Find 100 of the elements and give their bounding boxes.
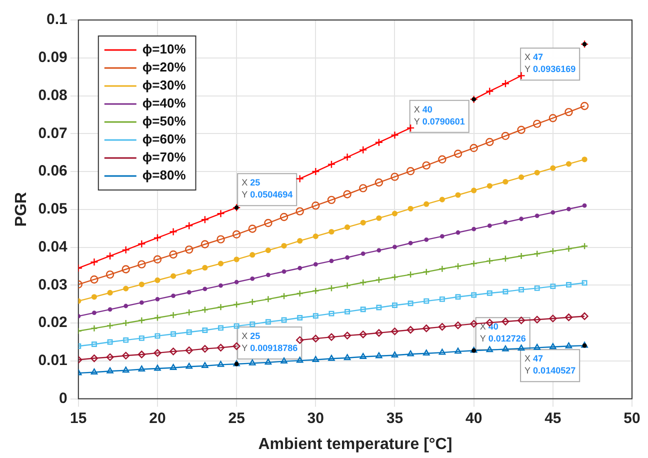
point <box>138 316 146 324</box>
point <box>186 290 192 295</box>
y-tick-label: 0.07 <box>38 124 68 142</box>
point <box>266 272 270 278</box>
point <box>360 306 366 312</box>
point <box>518 344 525 351</box>
point <box>122 319 130 327</box>
point <box>360 278 367 286</box>
x-tick-label: 45 <box>544 410 562 427</box>
point <box>170 364 177 370</box>
point <box>138 365 146 372</box>
point <box>328 310 334 316</box>
point <box>440 234 444 238</box>
point <box>486 138 494 146</box>
point <box>264 296 272 303</box>
point <box>296 290 304 298</box>
point <box>106 353 114 361</box>
point <box>408 300 414 306</box>
legend-label: ϕ=50% <box>142 114 186 129</box>
point <box>501 132 510 140</box>
point <box>486 183 492 189</box>
y-tick-label: 0.08 <box>38 86 68 104</box>
point <box>249 359 256 366</box>
point <box>376 304 382 310</box>
legend-label: ϕ=30% <box>142 78 186 93</box>
point <box>424 201 430 207</box>
point <box>566 161 572 167</box>
point <box>200 216 210 224</box>
point <box>154 314 162 322</box>
point <box>439 196 445 202</box>
x-tick-label: 30 <box>307 410 324 427</box>
point <box>566 206 571 212</box>
point <box>218 260 224 266</box>
point <box>138 350 146 358</box>
point <box>218 283 223 288</box>
point <box>343 332 352 340</box>
y-axis-title: PGR <box>13 192 30 227</box>
point <box>534 344 540 350</box>
point <box>502 255 510 262</box>
point <box>186 308 193 316</box>
point <box>234 256 240 262</box>
point <box>580 312 588 320</box>
point <box>153 234 162 242</box>
point <box>201 306 209 314</box>
point <box>470 320 478 328</box>
point <box>216 209 225 218</box>
point <box>122 265 130 274</box>
x-tick-label: 25 <box>228 410 245 427</box>
point <box>487 223 492 228</box>
point <box>438 323 446 331</box>
legend-label: ϕ=40% <box>142 96 186 111</box>
point <box>90 324 98 332</box>
x-tick-label: 50 <box>624 410 640 427</box>
point <box>565 342 572 348</box>
point <box>534 214 540 218</box>
point <box>138 260 146 268</box>
point <box>439 296 445 302</box>
point <box>344 224 350 230</box>
point <box>549 314 557 322</box>
point <box>217 304 224 311</box>
point <box>470 260 478 268</box>
point <box>471 188 477 194</box>
point <box>392 244 397 250</box>
point <box>486 346 494 352</box>
point <box>232 300 240 308</box>
point <box>124 304 128 308</box>
point <box>534 285 540 291</box>
point <box>550 343 556 350</box>
point <box>518 174 524 180</box>
point <box>296 174 304 183</box>
point <box>360 220 366 226</box>
point <box>564 314 573 322</box>
point <box>502 318 510 326</box>
point <box>312 334 320 342</box>
point <box>472 226 476 232</box>
point <box>328 333 336 341</box>
point <box>280 292 288 300</box>
point <box>312 202 320 210</box>
point <box>92 310 96 316</box>
point <box>186 362 192 369</box>
point <box>170 311 177 319</box>
point <box>232 342 240 350</box>
point <box>438 155 446 164</box>
point <box>185 245 194 254</box>
point <box>376 352 382 358</box>
point <box>422 161 430 170</box>
point <box>170 273 176 279</box>
point <box>265 319 271 325</box>
point <box>202 362 208 368</box>
y-tick-label: 0.05 <box>38 200 68 218</box>
point <box>232 230 241 238</box>
y-tick-label: 0.06 <box>38 162 68 180</box>
point <box>280 212 288 222</box>
point <box>390 131 399 140</box>
point <box>264 358 272 365</box>
point <box>343 190 352 198</box>
point <box>296 207 304 216</box>
point <box>548 114 558 122</box>
point <box>374 138 384 146</box>
point <box>438 265 446 272</box>
